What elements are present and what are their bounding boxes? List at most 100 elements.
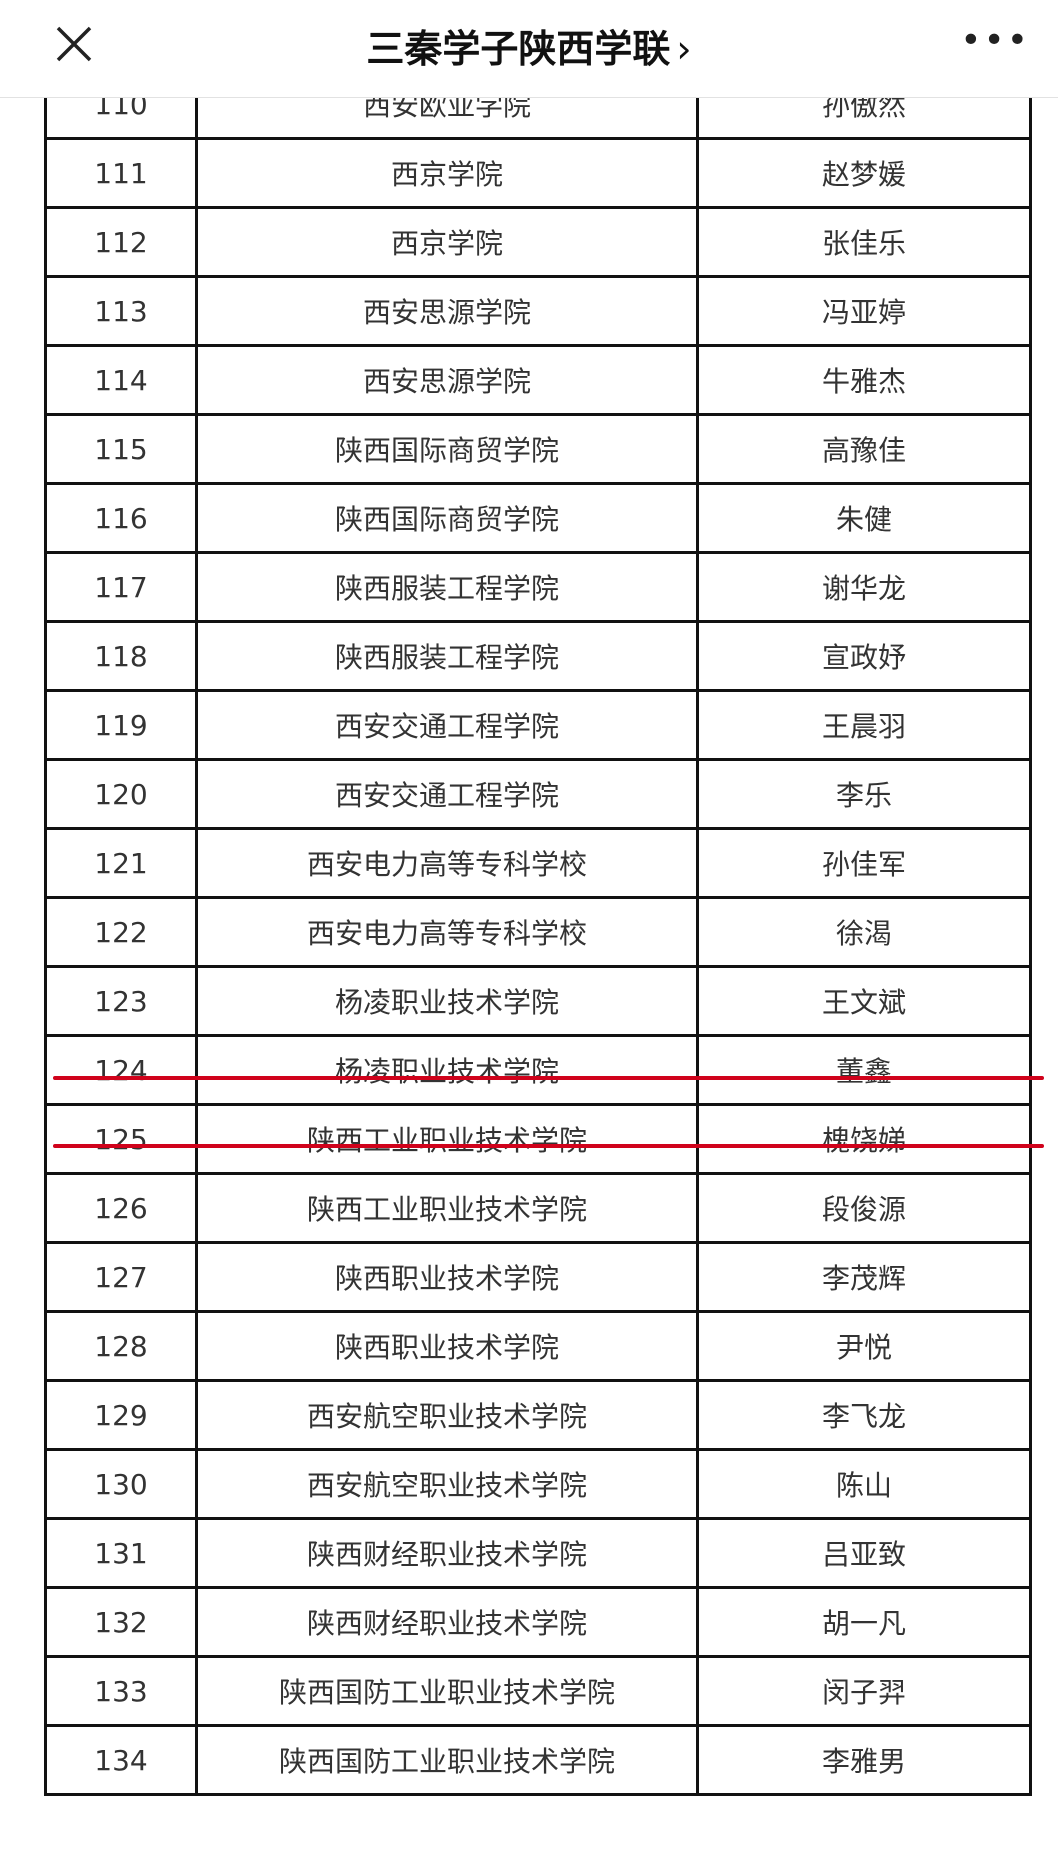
row-number: 127	[44, 1241, 198, 1313]
name-cell: 高豫佳	[696, 413, 1032, 485]
list-table: 110 西安欧亚学院 孙傲然 111 西京学院 赵梦媛 112 西京学院 张佳乐 113 西安思源学…	[44, 68, 1032, 1796]
name-cell: 段俊源	[696, 1172, 1032, 1244]
row-number: 118	[44, 620, 198, 692]
school-cell: 西安航空职业技术学院	[195, 1448, 699, 1520]
table-row: 123 杨凌职业技术学院 王文斌	[44, 965, 1032, 1037]
name-cell: 孙佳军	[696, 827, 1032, 899]
name-cell: 赵梦媛	[696, 137, 1032, 209]
table-row: 112 西京学院 张佳乐	[44, 206, 1032, 278]
row-number: 124	[44, 1034, 198, 1106]
row-number: 121	[44, 827, 198, 899]
name-cell: 王文斌	[696, 965, 1032, 1037]
row-number: 112	[44, 206, 198, 278]
name-cell: 冯亚婷	[696, 275, 1032, 347]
school-cell: 西安交通工程学院	[195, 689, 699, 761]
name-cell: 吕亚致	[696, 1517, 1032, 1589]
table-row: 125 陕西工业职业技术学院 槐饶娣	[44, 1103, 1032, 1175]
row-number: 132	[44, 1586, 198, 1658]
page-title[interactable]: 三秦学子陕西学联 ›	[0, 18, 1058, 73]
more-icon[interactable]: •••	[960, 20, 1030, 61]
table-row: 130 西安航空职业技术学院 陈山	[44, 1448, 1032, 1520]
name-cell: 张佳乐	[696, 206, 1032, 278]
name-cell: 李飞龙	[696, 1379, 1032, 1451]
table-row: 131 陕西财经职业技术学院 吕亚致	[44, 1517, 1032, 1589]
table-row: 111 西京学院 赵梦媛	[44, 137, 1032, 209]
school-cell: 西安电力高等专科学校	[195, 827, 699, 899]
school-cell: 西安思源学院	[195, 275, 699, 347]
name-cell: 李雅男	[696, 1724, 1032, 1796]
close-button[interactable]	[52, 22, 96, 66]
school-cell: 陕西国际商贸学院	[195, 413, 699, 485]
school-cell: 陕西工业职业技术学院	[195, 1172, 699, 1244]
table-row: 122 西安电力高等专科学校 徐渴	[44, 896, 1032, 968]
name-cell: 胡一凡	[696, 1586, 1032, 1658]
row-number: 125	[44, 1103, 198, 1175]
school-cell: 陕西工业职业技术学院	[195, 1103, 699, 1175]
school-cell: 陕西国防工业职业技术学院	[195, 1724, 699, 1796]
name-cell: 董鑫	[696, 1034, 1032, 1106]
row-number: 114	[44, 344, 198, 416]
row-number: 122	[44, 896, 198, 968]
table-row: 134 陕西国防工业职业技术学院 李雅男	[44, 1724, 1032, 1796]
school-cell: 西安航空职业技术学院	[195, 1379, 699, 1451]
row-number: 133	[44, 1655, 198, 1727]
school-cell: 杨凌职业技术学院	[195, 965, 699, 1037]
highlight-line-top	[53, 1076, 1044, 1080]
name-cell: 朱健	[696, 482, 1032, 554]
row-number: 130	[44, 1448, 198, 1520]
table-row: 114 西安思源学院 牛雅杰	[44, 344, 1032, 416]
name-cell: 尹悦	[696, 1310, 1032, 1382]
row-number: 117	[44, 551, 198, 623]
row-number: 120	[44, 758, 198, 830]
school-cell: 西安电力高等专科学校	[195, 896, 699, 968]
school-cell: 陕西国际商贸学院	[195, 482, 699, 554]
school-cell: 杨凌职业技术学院	[195, 1034, 699, 1106]
school-cell: 陕西职业技术学院	[195, 1241, 699, 1313]
school-cell: 陕西国防工业职业技术学院	[195, 1655, 699, 1727]
table-row: 129 西安航空职业技术学院 李飞龙	[44, 1379, 1032, 1451]
name-cell: 宣政妤	[696, 620, 1032, 692]
name-cell: 徐渴	[696, 896, 1032, 968]
row-number: 131	[44, 1517, 198, 1589]
school-cell: 陕西服装工程学院	[195, 620, 699, 692]
row-number: 115	[44, 413, 198, 485]
table-row: 113 西安思源学院 冯亚婷	[44, 275, 1032, 347]
row-number: 119	[44, 689, 198, 761]
school-cell: 西京学院	[195, 206, 699, 278]
row-number: 116	[44, 482, 198, 554]
row-number: 126	[44, 1172, 198, 1244]
school-cell: 陕西财经职业技术学院	[195, 1517, 699, 1589]
row-number: 111	[44, 137, 198, 209]
highlight-line-bottom	[53, 1144, 1044, 1148]
table-row: 117 陕西服装工程学院 谢华龙	[44, 551, 1032, 623]
table-row: 121 西安电力高等专科学校 孙佳军	[44, 827, 1032, 899]
school-cell: 陕西服装工程学院	[195, 551, 699, 623]
name-cell: 闵子羿	[696, 1655, 1032, 1727]
school-cell: 陕西职业技术学院	[195, 1310, 699, 1382]
table-row: 128 陕西职业技术学院 尹悦	[44, 1310, 1032, 1382]
row-number: 123	[44, 965, 198, 1037]
account-name: 三秦学子陕西学联	[366, 27, 671, 71]
school-cell: 西安交通工程学院	[195, 758, 699, 830]
name-cell: 李茂辉	[696, 1241, 1032, 1313]
table-row-highlighted: 124 杨凌职业技术学院 董鑫	[44, 1034, 1032, 1106]
table-row: 119 西安交通工程学院 王晨羽	[44, 689, 1032, 761]
table-row: 120 西安交通工程学院 李乐	[44, 758, 1032, 830]
nav-bar: 三秦学子陕西学联 › •••	[0, 0, 1058, 98]
table-row: 127 陕西职业技术学院 李茂辉	[44, 1241, 1032, 1313]
name-cell: 谢华龙	[696, 551, 1032, 623]
table-row: 116 陕西国际商贸学院 朱健	[44, 482, 1032, 554]
name-cell: 陈山	[696, 1448, 1032, 1520]
row-number: 134	[44, 1724, 198, 1796]
row-number: 128	[44, 1310, 198, 1382]
table-row: 126 陕西工业职业技术学院 段俊源	[44, 1172, 1032, 1244]
chevron-right-icon: ›	[676, 27, 692, 71]
school-cell: 陕西财经职业技术学院	[195, 1586, 699, 1658]
row-number: 129	[44, 1379, 198, 1451]
name-cell: 李乐	[696, 758, 1032, 830]
table-row: 115 陕西国际商贸学院 高豫佳	[44, 413, 1032, 485]
school-cell: 西京学院	[195, 137, 699, 209]
table-row: 133 陕西国防工业职业技术学院 闵子羿	[44, 1655, 1032, 1727]
table-row: 118 陕西服装工程学院 宣政妤	[44, 620, 1032, 692]
close-icon	[56, 26, 92, 62]
